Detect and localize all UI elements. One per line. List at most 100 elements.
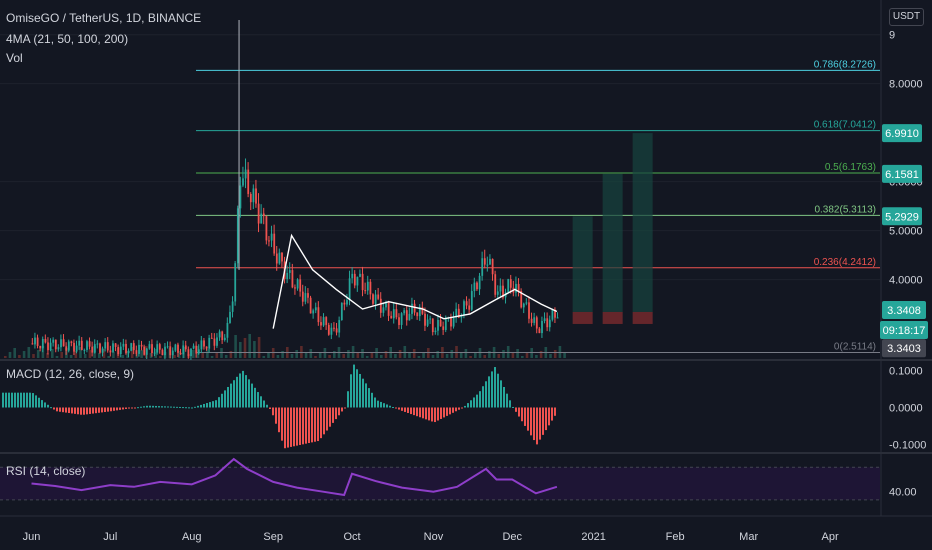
macd-histogram-bar [203, 403, 205, 408]
candle-body [481, 258, 484, 276]
volume-bar [267, 352, 270, 358]
candle-body [507, 279, 510, 293]
candle-body [320, 322, 322, 326]
macd-histogram-bar [233, 380, 235, 408]
macd-histogram-bar [209, 402, 211, 408]
macd-histogram-bar [35, 395, 37, 408]
macd-histogram-bar [476, 394, 478, 408]
candle-body [444, 317, 447, 330]
candle-body [322, 317, 325, 326]
candle-body [489, 258, 491, 265]
volume-bar [243, 338, 247, 358]
candle-body [197, 349, 200, 354]
volume-bar [173, 355, 176, 358]
candle-body [73, 342, 75, 352]
macd-histogram-bar [491, 371, 493, 408]
candle-body [156, 344, 159, 353]
macd-histogram-bar [104, 407, 106, 413]
fibonacci-label: 0.382(5.3113) [814, 204, 876, 215]
macd-histogram-bar [350, 374, 352, 408]
fibonacci-label: 0.236(4.2412) [814, 257, 876, 268]
candle-body [439, 319, 442, 327]
candle-body [442, 326, 445, 330]
macd-histogram-bar [470, 400, 472, 408]
candle-body [424, 313, 426, 326]
candle-body [525, 302, 528, 304]
macd-histogram-bar [320, 407, 322, 439]
candle-body [429, 318, 432, 320]
macd-histogram-bar [551, 407, 553, 421]
macd-histogram-bar [11, 392, 13, 408]
macd-histogram-bar [101, 407, 103, 413]
candle-body [522, 303, 525, 308]
macd-histogram-bar [200, 404, 202, 408]
macd-histogram-bar [98, 407, 100, 413]
macd-histogram-bar [359, 373, 361, 408]
candle-body [387, 302, 390, 316]
macd-histogram-bar [182, 407, 184, 409]
macd-histogram-bar [368, 388, 370, 408]
candle-body [551, 309, 554, 320]
candle-body [109, 350, 112, 353]
price-tick-label: 5.0000 [889, 226, 923, 238]
volume-bar [234, 335, 237, 358]
macd-histogram-bar [92, 407, 94, 414]
candle-body [340, 302, 343, 321]
candle-body [509, 279, 512, 288]
candle-body [158, 344, 161, 350]
time-tick-label: Aug [182, 531, 202, 543]
macd-histogram-bar [221, 393, 223, 408]
candle-body [317, 307, 320, 323]
candle-body [348, 278, 351, 301]
candle-body [145, 348, 148, 355]
volume-bar [27, 347, 31, 358]
rsi-tick-label: 40.00 [889, 487, 917, 499]
candle-body [530, 318, 533, 323]
macd-histogram-bar [458, 407, 460, 410]
candle-body [182, 345, 185, 355]
volume-bar [154, 349, 157, 358]
candle-body [200, 340, 203, 350]
volume-bar [436, 351, 439, 358]
volume-bar [229, 351, 233, 358]
macd-histogram-bar [335, 407, 337, 420]
time-tick-label: Oct [343, 531, 360, 543]
candle-body [314, 307, 317, 311]
price-tick-label: 4.0000 [889, 275, 923, 287]
candle-body [325, 317, 328, 325]
currency-badge[interactable]: USDT [889, 8, 924, 26]
volume-bar [83, 354, 87, 358]
volume-bar [422, 352, 425, 358]
volume-bar [107, 356, 110, 358]
candle-body [239, 185, 242, 209]
volume-bar [8, 352, 12, 358]
macd-histogram-bar [281, 407, 283, 441]
candle-body [473, 282, 476, 292]
volume-bar [459, 353, 463, 358]
time-tick-label: Dec [502, 531, 522, 543]
macd-histogram-bar [530, 407, 532, 436]
volume-bar [215, 352, 219, 358]
candle-body [257, 203, 260, 224]
candle-body [164, 346, 166, 356]
candle-body [205, 346, 208, 349]
candle-body [364, 290, 367, 292]
time-tick-label: 2021 [581, 531, 605, 543]
candle-body [520, 290, 523, 308]
candle-body [465, 301, 468, 306]
candle-body [294, 287, 296, 289]
macd-histogram-bar [326, 407, 328, 431]
volume-bar [506, 346, 510, 358]
candle-body [385, 302, 387, 308]
candle-body [418, 307, 421, 317]
volume-bar [32, 354, 35, 358]
macd-histogram-bar [191, 407, 193, 409]
candle-body [476, 282, 478, 290]
candle-body [281, 252, 283, 262]
candle-body [270, 233, 273, 241]
volume-legend: Vol [6, 51, 23, 65]
macd-histogram-bar [242, 370, 244, 408]
candle-body [546, 318, 549, 328]
volume-bar [342, 354, 345, 358]
